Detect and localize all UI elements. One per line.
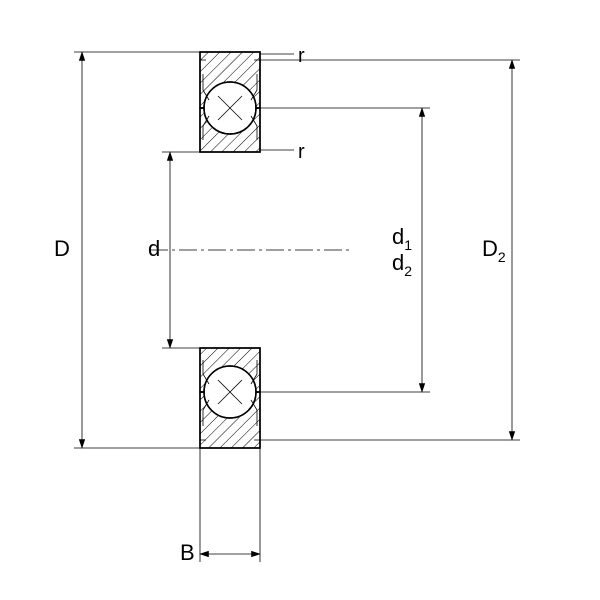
label-d2: d2 [392, 250, 412, 279]
label-B: B [180, 540, 195, 565]
label-d: d [148, 236, 160, 261]
inner-ring-top [200, 108, 260, 152]
bottom-section [200, 348, 260, 448]
drawing-svg: D d d1 d2 D2 B r r [0, 0, 600, 600]
inner-ring-bottom [200, 348, 260, 392]
label-r-outer: r [298, 45, 305, 67]
top-section [200, 52, 294, 152]
label-D2: D2 [482, 236, 506, 265]
dimension-B [200, 448, 260, 562]
bearing-cross-section-diagram: D d d1 d2 D2 B r r [0, 0, 600, 600]
label-d1: d1 [392, 224, 412, 253]
label-r-inner: r [298, 141, 305, 163]
label-D: D [54, 236, 70, 261]
